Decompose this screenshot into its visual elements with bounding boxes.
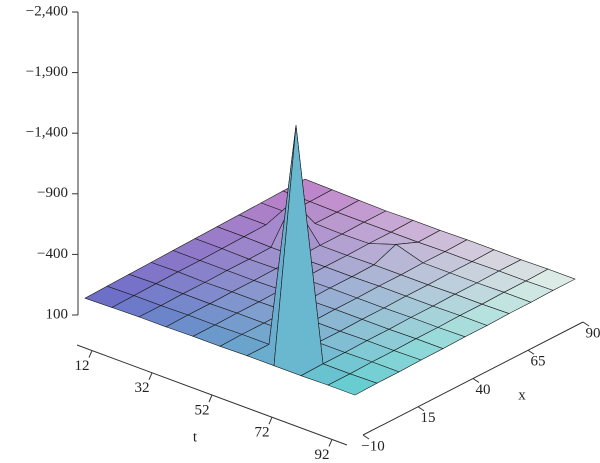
t-tick — [148, 372, 153, 380]
z-tick-label: −1,900 — [26, 64, 68, 80]
x-tick-label: 65 — [531, 354, 546, 370]
z-tick-label: 100 — [46, 306, 69, 322]
t-tick-label: 12 — [75, 358, 90, 374]
x-tick — [362, 434, 370, 440]
z-tick-label: −400 — [37, 246, 68, 262]
x-axis-label: x — [518, 387, 526, 403]
t-tick-label: 32 — [135, 380, 150, 396]
z-tick-label: −1,400 — [26, 125, 68, 141]
t-tick — [208, 394, 213, 403]
t-tick-label: 52 — [195, 402, 210, 418]
t-tick — [88, 350, 93, 358]
x-tick — [527, 349, 535, 355]
x-tick-label: −10 — [361, 438, 384, 454]
t-axis-label: t — [193, 429, 198, 445]
z-tick-label: −2,400 — [26, 3, 68, 19]
z-tick-label: −900 — [37, 185, 68, 201]
x-tick-label: 90 — [586, 325, 600, 341]
surface-cell — [327, 373, 378, 396]
x-tick — [582, 321, 590, 327]
x-tick-label: 40 — [476, 382, 491, 398]
x-tick — [472, 378, 480, 383]
x-tick-label: 15 — [421, 410, 436, 426]
t-tick-label: 72 — [255, 425, 270, 441]
x-tick — [417, 406, 425, 412]
t-tick — [268, 417, 273, 425]
t-tick — [328, 439, 333, 447]
t-tick-label: 92 — [315, 447, 330, 463]
